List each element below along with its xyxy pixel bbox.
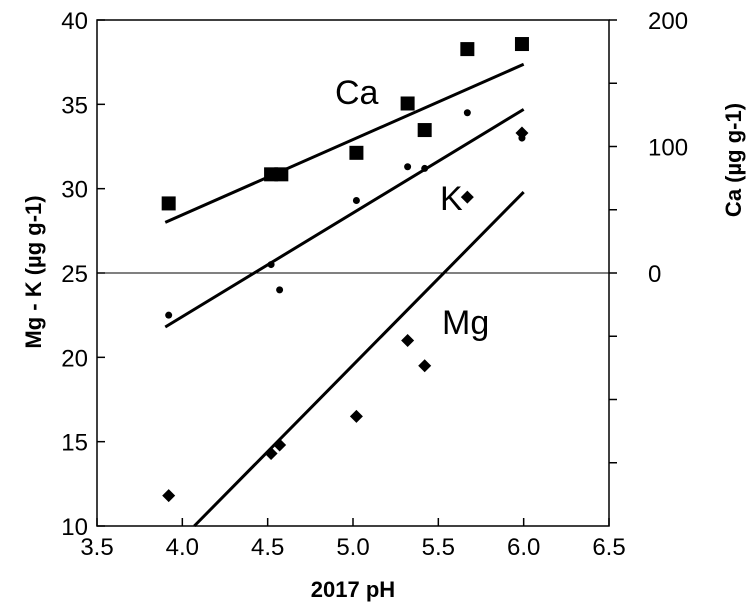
x-axis-title: 2017 pH <box>311 577 395 602</box>
x-tick-label: 6.5 <box>592 534 625 561</box>
left-y-tick-label: 35 <box>61 92 88 119</box>
trendline-k <box>164 108 525 329</box>
right-y-tick-label: 200 <box>648 8 688 35</box>
left-y-tick-label: 40 <box>61 8 88 35</box>
point-ca <box>460 42 475 57</box>
point-k <box>421 164 429 172</box>
left-y-tick-label: 30 <box>61 177 88 204</box>
trendline-ca <box>164 62 525 224</box>
left-y-tick-label: 20 <box>61 345 88 372</box>
series-label-mg: Mg <box>442 304 489 342</box>
x-tick-label: 3.5 <box>80 534 113 561</box>
point-mg <box>515 126 529 140</box>
right-y-axis-title: Ca (µg g-1) <box>721 103 746 217</box>
left-y-axis-ticks: 10 15 20 25 30 35 40 <box>61 8 105 541</box>
point-k <box>276 286 284 294</box>
point-ca <box>161 196 176 211</box>
point-k <box>165 311 173 319</box>
x-tick-label: 5.5 <box>422 534 455 561</box>
right-y-axis-ticks: 0 100 200 <box>609 8 688 464</box>
x-axis-ticks: 3.5 4.0 4.5 5.0 5.5 6.0 6.5 <box>80 518 626 561</box>
point-k <box>404 163 412 171</box>
series-label-ca: Ca <box>335 74 379 112</box>
left-y-tick-label: 10 <box>61 514 88 541</box>
point-mg <box>349 409 363 423</box>
trendline-mg <box>193 190 525 528</box>
point-mg <box>273 438 287 452</box>
point-ca <box>349 145 364 160</box>
point-mg <box>460 190 474 204</box>
point-k <box>463 109 471 117</box>
data-points <box>161 37 529 503</box>
right-y-tick-label: 0 <box>648 261 661 288</box>
trendlines <box>164 62 525 528</box>
point-k <box>267 261 275 269</box>
point-ca <box>400 96 415 111</box>
point-mg <box>162 489 176 503</box>
x-tick-label: 4.5 <box>251 534 284 561</box>
x-tick-label: 6.0 <box>507 534 540 561</box>
series-label-k: K <box>440 180 463 218</box>
point-mg <box>401 333 415 347</box>
right-y-tick-label: 100 <box>648 135 688 162</box>
point-k <box>352 196 360 204</box>
point-mg <box>418 359 432 373</box>
point-ca <box>274 167 289 182</box>
left-y-tick-label: 25 <box>61 261 88 288</box>
x-tick-label: 4.0 <box>166 534 199 561</box>
point-mg <box>264 446 278 460</box>
left-y-axis-title: Mg - K (µg g-1) <box>21 195 46 348</box>
point-ca <box>514 37 529 52</box>
x-tick-label: 5.0 <box>336 534 369 561</box>
left-y-tick-label: 15 <box>61 430 88 457</box>
point-ca <box>417 123 432 138</box>
